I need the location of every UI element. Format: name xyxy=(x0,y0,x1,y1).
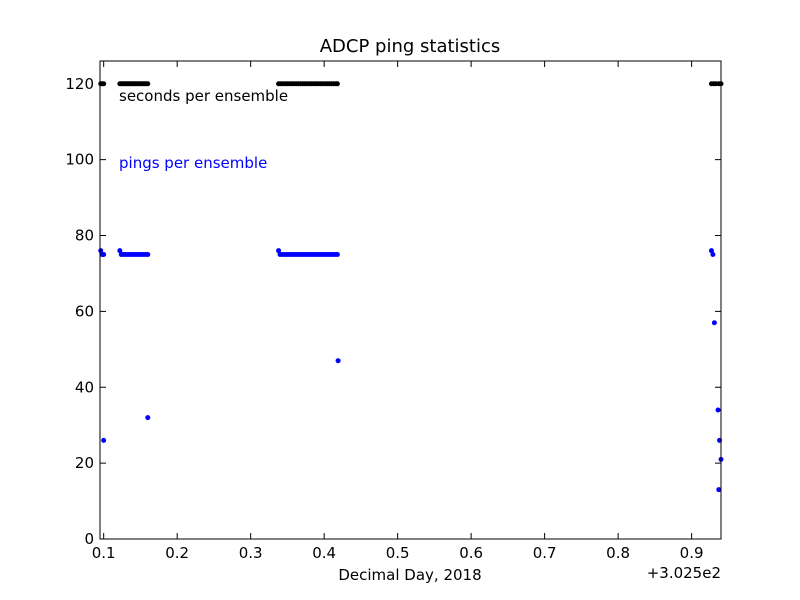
x-tick-label: 0.9 xyxy=(680,544,704,562)
y-tick-label: 20 xyxy=(75,454,94,472)
x-tick-label: 0.5 xyxy=(386,544,410,562)
x-axis-label: Decimal Day, 2018 xyxy=(338,566,481,584)
annotation-pings-per-ensemble: pings per ensemble xyxy=(119,154,267,172)
x-tick-label: 0.6 xyxy=(459,544,483,562)
data-point xyxy=(334,81,340,87)
x-tick-label: 0.3 xyxy=(239,544,263,562)
plot-frame xyxy=(99,60,722,540)
x-tick-label: 0.8 xyxy=(606,544,630,562)
y-tick-label: 120 xyxy=(65,75,94,93)
x-tick-label: 0.1 xyxy=(92,544,116,562)
data-point xyxy=(334,251,340,257)
data-point xyxy=(711,320,717,326)
data-point xyxy=(276,248,282,254)
y-tick-label: 40 xyxy=(75,378,94,396)
data-point xyxy=(145,415,151,421)
y-tick-label: 100 xyxy=(65,151,94,169)
data-point xyxy=(101,437,107,443)
x-tick-label: 0.2 xyxy=(165,544,189,562)
data-point xyxy=(117,248,123,254)
y-axis: 0 20 40 60 80 100 120 xyxy=(65,75,721,548)
data-point xyxy=(145,251,151,257)
annotation-seconds-per-ensemble: seconds per ensemble xyxy=(119,87,288,105)
y-tick-label: 80 xyxy=(75,227,94,245)
y-tick-label: 0 xyxy=(84,530,94,548)
x-tick-label: 0.7 xyxy=(533,544,557,562)
data-point xyxy=(710,251,716,257)
data-point xyxy=(708,248,714,254)
x-axis: 0.1 0.2 0.3 0.4 0.5 0.6 0.7 0.8 0.9 xyxy=(92,61,704,562)
y-tick-label: 60 xyxy=(75,302,94,320)
data-point xyxy=(145,81,151,87)
x-tick-label: 0.4 xyxy=(312,544,336,562)
data-point xyxy=(716,487,722,493)
data-point xyxy=(715,407,721,413)
chart-title: ADCP ping statistics xyxy=(320,36,501,57)
x-axis-offset-label: +3.025e2 xyxy=(647,564,721,582)
plot-marks xyxy=(98,81,724,493)
data-point xyxy=(98,248,104,254)
data-point xyxy=(101,251,107,257)
data-point xyxy=(335,358,341,364)
